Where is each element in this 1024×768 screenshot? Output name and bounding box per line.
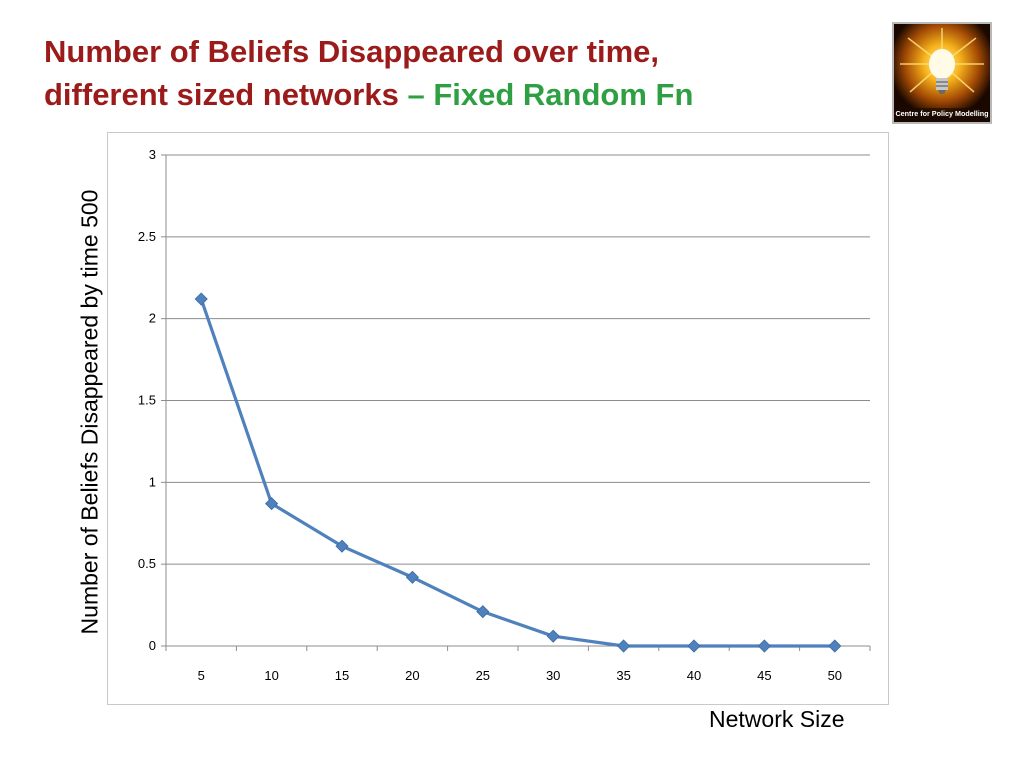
logo-text: Centre for Policy Modelling	[895, 109, 988, 118]
x-tick-label: 15	[335, 668, 349, 683]
x-tick-label: 10	[264, 668, 278, 683]
data-point	[546, 629, 560, 643]
data-point	[687, 639, 701, 653]
y-tick-label: 3	[149, 147, 156, 162]
x-tick-label: 50	[828, 668, 842, 683]
y-tick-label: 2.5	[138, 229, 156, 244]
y-tick-label: 1	[149, 474, 156, 489]
data-point	[405, 570, 419, 584]
y-tick-label: 2	[149, 311, 156, 326]
chart-area: 0 0.5 1 1.5 2 2.5 3 5 10 15 20 25 30 35 40 45 50	[107, 132, 889, 705]
title-line-2: different sized networks	[44, 77, 399, 112]
title-line-1: Number of Beliefs Disappeared over time,	[44, 34, 660, 69]
x-tick-label: 35	[616, 668, 630, 683]
x-axis-label: Network Size	[709, 706, 845, 732]
x-tick-label: 30	[546, 668, 560, 683]
centre-logo: Centre for Policy Modelling	[892, 22, 992, 124]
data-point	[194, 292, 208, 306]
y-axis-label: Number of Beliefs Disappeared by time 50…	[76, 189, 103, 635]
y-tick-label: 0.5	[138, 556, 156, 571]
x-tick-label: 5	[198, 668, 205, 683]
y-tick-label: 0	[149, 638, 156, 653]
x-tick-label: 40	[687, 668, 701, 683]
line-chart: 00.511.522.535 10 15 20 25 30 35 40 45 50	[138, 147, 871, 683]
series-line	[199, 298, 835, 648]
data-point	[828, 639, 842, 653]
data-point	[265, 497, 279, 511]
x-tick-label: 25	[476, 668, 490, 683]
x-tick-label: 45	[757, 668, 771, 683]
y-tick-label: 1.5	[138, 393, 156, 408]
data-point	[335, 539, 349, 553]
x-tick-label: 20	[405, 668, 419, 683]
data-point	[757, 639, 771, 653]
data-point	[476, 605, 490, 619]
title-accent: – Fixed Random Fn	[407, 77, 694, 112]
data-point	[617, 639, 631, 653]
slide-title: Number of Beliefs Disappeared over time,…	[44, 30, 693, 116]
lightbulb-icon: Centre for Policy Modelling	[894, 24, 990, 122]
